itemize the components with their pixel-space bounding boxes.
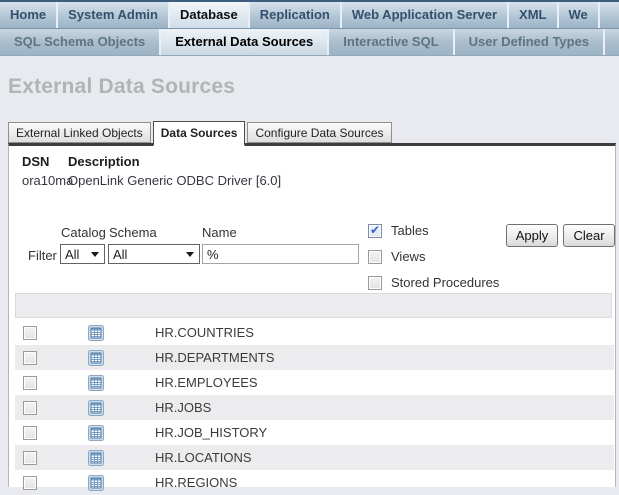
nav-tab-replication[interactable]: Replication xyxy=(250,2,342,28)
section-tabs: External Linked Objects Data Sources Con… xyxy=(8,121,394,146)
catalog-label: Catalog xyxy=(61,225,106,240)
schema-select[interactable]: All xyxy=(108,244,200,264)
database-subnav: SQL Schema Objects External Data Sources… xyxy=(0,29,619,56)
row-checkbox[interactable] xyxy=(23,450,37,465)
schema-select-value: All xyxy=(113,246,128,262)
chevron-down-icon xyxy=(91,251,99,257)
stored-procedures-checkline: Stored Procedures xyxy=(368,275,499,290)
object-name: HR.LOCATIONS xyxy=(155,450,252,465)
table-row: HR.COUNTRIES xyxy=(15,320,614,345)
tables-checkbox[interactable]: ✔ xyxy=(368,222,382,238)
check-icon: ✔ xyxy=(370,222,381,237)
subnav-tab-sql-schema-objects[interactable]: SQL Schema Objects xyxy=(0,29,162,55)
views-checkline: Views xyxy=(368,249,425,264)
name-label: Name xyxy=(202,225,237,240)
table-row: HR.REGIONS xyxy=(15,470,614,495)
tab-data-sources[interactable]: Data Sources xyxy=(152,121,246,146)
results-table: HR.COUNTRIES HR.DEPARTMENTS HR.EMPLOYEES… xyxy=(15,320,614,495)
tab-external-linked-objects[interactable]: External Linked Objects xyxy=(8,122,151,143)
object-name: HR.JOB_HISTORY xyxy=(155,425,268,440)
object-name: HR.DEPARTMENTS xyxy=(155,350,275,365)
dsn-value: ora10ma xyxy=(22,173,74,188)
subnav-tab-user-defined-types[interactable]: User Defined Types xyxy=(455,29,606,55)
nav-tab-database[interactable]: Database xyxy=(169,2,250,28)
nav-tab-web-cut[interactable]: We xyxy=(559,2,600,28)
subnav-tab-r-cut[interactable]: R xyxy=(605,29,619,55)
table-row: HR.JOB_HISTORY xyxy=(15,420,614,445)
dsn-description-value: OpenLink Generic ODBC Driver [6.0] xyxy=(68,173,282,188)
object-name: HR.REGIONS xyxy=(155,475,238,490)
object-name: HR.COUNTRIES xyxy=(155,325,254,340)
subnav-tab-interactive-sql[interactable]: Interactive SQL xyxy=(329,29,455,55)
nav-tab-home[interactable]: Home xyxy=(0,2,59,28)
stored-procedures-checkbox[interactable] xyxy=(368,275,382,290)
dsn-column-header: DSN xyxy=(22,154,50,169)
row-checkbox[interactable] xyxy=(23,325,37,340)
data-sources-panel: DSN Description ora10ma OpenLink Generic… xyxy=(8,143,616,491)
nav-tab-web-application-server[interactable]: Web Application Server xyxy=(342,2,510,28)
tables-checkline: ✔ Tables xyxy=(368,223,429,238)
filter-label: Filter xyxy=(28,248,57,263)
page-title: External Data Sources xyxy=(8,75,236,98)
views-checkbox-label: Views xyxy=(391,249,426,264)
row-checkbox[interactable] xyxy=(23,375,37,390)
nav-tab-xml[interactable]: XML xyxy=(509,2,559,28)
views-checkbox[interactable] xyxy=(368,249,382,264)
table-icon[interactable] xyxy=(88,349,104,366)
catalog-select-value: All xyxy=(65,246,80,262)
table-row: HR.DEPARTMENTS xyxy=(15,345,614,370)
subnav-tab-external-data-sources[interactable]: External Data Sources xyxy=(161,29,330,55)
table-icon[interactable] xyxy=(88,424,104,441)
main-nav: Home System Admin Database Replication W… xyxy=(0,0,619,29)
apply-button[interactable]: Apply xyxy=(506,224,558,247)
results-header-strip xyxy=(15,293,612,318)
clear-button[interactable]: Clear xyxy=(563,224,615,247)
row-checkbox[interactable] xyxy=(23,400,37,415)
row-checkbox[interactable] xyxy=(23,475,37,490)
catalog-select[interactable]: All xyxy=(60,244,105,264)
schema-label: Schema xyxy=(109,225,157,240)
table-row: HR.EMPLOYEES xyxy=(15,370,614,395)
tables-checkbox-label: Tables xyxy=(391,223,429,238)
table-icon[interactable] xyxy=(88,399,104,416)
row-checkbox[interactable] xyxy=(23,350,37,365)
table-icon[interactable] xyxy=(88,449,104,466)
table-icon[interactable] xyxy=(88,374,104,391)
nav-tab-system-admin[interactable]: System Admin xyxy=(58,2,170,28)
object-name: HR.EMPLOYEES xyxy=(155,375,258,390)
table-icon[interactable] xyxy=(88,474,104,491)
table-icon[interactable] xyxy=(88,324,104,341)
description-column-header: Description xyxy=(68,154,140,169)
object-name: HR.JOBS xyxy=(155,400,212,415)
row-checkbox[interactable] xyxy=(23,425,37,440)
table-row: HR.LOCATIONS xyxy=(15,445,614,470)
chevron-down-icon xyxy=(186,251,194,257)
table-row: HR.JOBS xyxy=(15,395,614,420)
name-filter-input[interactable] xyxy=(202,244,359,264)
tab-configure-data-sources[interactable]: Configure Data Sources xyxy=(247,122,392,143)
stored-procedures-checkbox-label: Stored Procedures xyxy=(391,275,500,290)
